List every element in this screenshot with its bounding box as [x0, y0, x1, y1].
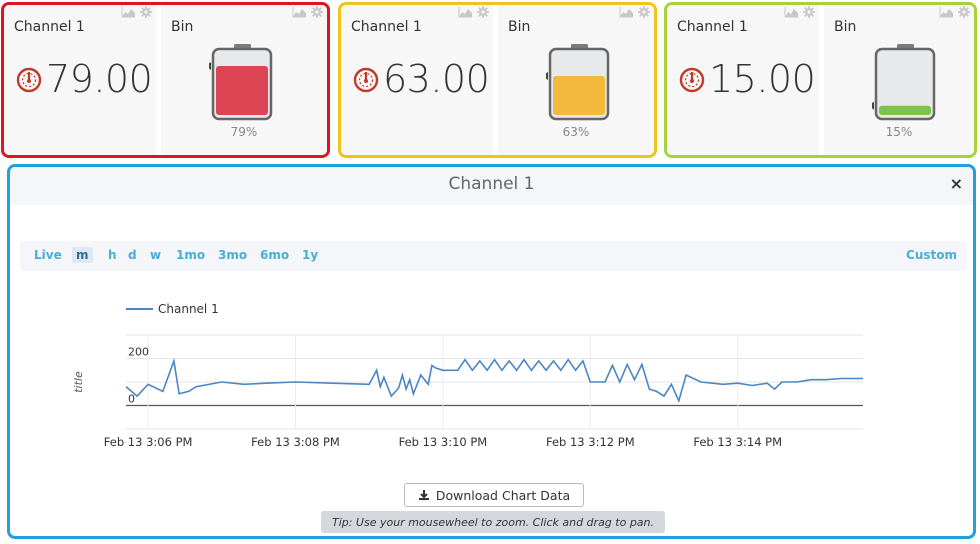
gauge-icon	[353, 67, 379, 97]
gauge-tile-title: Channel 1	[14, 19, 85, 35]
tile-icons	[939, 6, 970, 18]
gauge-tile-title: Channel 1	[677, 19, 748, 35]
tile-icons	[121, 6, 152, 18]
chart-icon[interactable]	[784, 6, 799, 18]
x-tick-label: Feb 13 3:06 PM	[104, 435, 193, 449]
gear-icon[interactable]	[638, 6, 650, 18]
range-button-1y[interactable]: 1y	[302, 248, 319, 262]
gauge-tile[interactable]: Channel 1 63.00	[341, 5, 493, 155]
gear-icon[interactable]	[803, 6, 815, 18]
download-chart-data-button[interactable]: Download Chart Data	[404, 483, 584, 507]
legend-label: Channel 1	[158, 302, 219, 316]
series-line-channel-1	[125, 357, 863, 404]
gear-icon[interactable]	[958, 6, 970, 18]
widget-group-yellow: Channel 1 63.00 Bin 63%	[338, 2, 657, 158]
line-chart[interactable]: 0 200 Feb 13 3:06 PM Feb 13 3:08 PM Feb 13 3…	[10, 277, 973, 457]
battery-icon	[209, 44, 273, 121]
battery-tile-title: Bin	[834, 19, 857, 35]
battery-tile-title: Bin	[508, 19, 531, 35]
battery-fill	[553, 75, 605, 115]
close-button[interactable]: ×	[949, 174, 963, 193]
chart-icon[interactable]	[939, 6, 954, 18]
gear-icon[interactable]	[477, 6, 489, 18]
chart-icon[interactable]	[619, 6, 634, 18]
chart-icon[interactable]	[121, 6, 136, 18]
battery-percent: 79%	[230, 125, 258, 139]
gauge-tile[interactable]: Channel 1 79.00	[4, 5, 156, 155]
time-range-bar: Live m h d w 1mo 3mo 6mo 1y Custom	[20, 241, 967, 271]
gauge-value: 79.00	[46, 57, 153, 101]
download-icon	[418, 490, 429, 500]
battery-level-marker	[872, 101, 874, 110]
battery-level-marker	[209, 62, 211, 71]
battery-icon	[872, 44, 936, 121]
range-button-custom[interactable]: Custom	[906, 248, 957, 262]
x-tick-label: Feb 13 3:12 PM	[546, 435, 635, 449]
gauge-value: 15.00	[709, 57, 816, 101]
x-tick-label: Feb 13 3:10 PM	[399, 435, 488, 449]
zoom-tip: Tip: Use your mousewheel to zoom. Click …	[321, 511, 665, 533]
range-button-w[interactable]: w	[150, 248, 162, 262]
widget-group-green: Channel 1 15.00 Bin 15%	[664, 2, 977, 158]
tile-icons	[784, 6, 815, 18]
gauge-icon	[16, 67, 42, 97]
battery-fill	[879, 105, 931, 115]
widget-group-red: Channel 1 79.00 Bin 79%	[1, 2, 330, 158]
battery-tile-title: Bin	[171, 19, 194, 35]
range-button-3mo[interactable]: 3mo	[218, 248, 248, 262]
range-button-h[interactable]: h	[108, 248, 117, 262]
y-tick-label: 200	[128, 346, 149, 359]
range-button-6mo[interactable]: 6mo	[260, 248, 290, 262]
tile-icons	[292, 6, 323, 18]
range-button-m[interactable]: m	[72, 247, 93, 263]
panel-header: Channel 1 ×	[10, 167, 973, 205]
chart-icon[interactable]	[292, 6, 307, 18]
gear-icon[interactable]	[311, 6, 323, 18]
chart-panel: Channel 1 × Live m h d w 1mo 3mo 6mo 1y Custom 0 2…	[7, 164, 976, 539]
battery-icon	[546, 44, 610, 121]
battery-fill	[216, 66, 268, 115]
range-button-d[interactable]: d	[128, 248, 137, 262]
chart-icon[interactable]	[458, 6, 473, 18]
gauge-tile-title: Channel 1	[351, 19, 422, 35]
battery-tile[interactable]: Bin 63%	[498, 5, 654, 155]
battery-tile[interactable]: Bin 15%	[824, 5, 974, 155]
range-button-live[interactable]: Live	[34, 248, 62, 262]
download-label: Download Chart Data	[435, 487, 571, 503]
battery-percent: 15%	[885, 125, 913, 139]
x-tick-label: Feb 13 3:14 PM	[693, 435, 782, 449]
y-axis-label: title	[72, 371, 85, 393]
tile-icons	[458, 6, 489, 18]
tile-icons	[619, 6, 650, 18]
gear-icon[interactable]	[140, 6, 152, 18]
y-tick-label: 0	[128, 393, 135, 406]
x-tick-label: Feb 13 3:08 PM	[251, 435, 340, 449]
gauge-icon	[679, 67, 705, 97]
battery-level-marker	[546, 71, 548, 80]
gauge-tile[interactable]: Channel 1 15.00	[667, 5, 819, 155]
gauge-value: 63.00	[383, 57, 490, 101]
panel-title: Channel 1	[448, 174, 535, 194]
range-button-1mo[interactable]: 1mo	[176, 248, 206, 262]
battery-tile[interactable]: Bin 79%	[161, 5, 327, 155]
battery-percent: 63%	[562, 125, 590, 139]
